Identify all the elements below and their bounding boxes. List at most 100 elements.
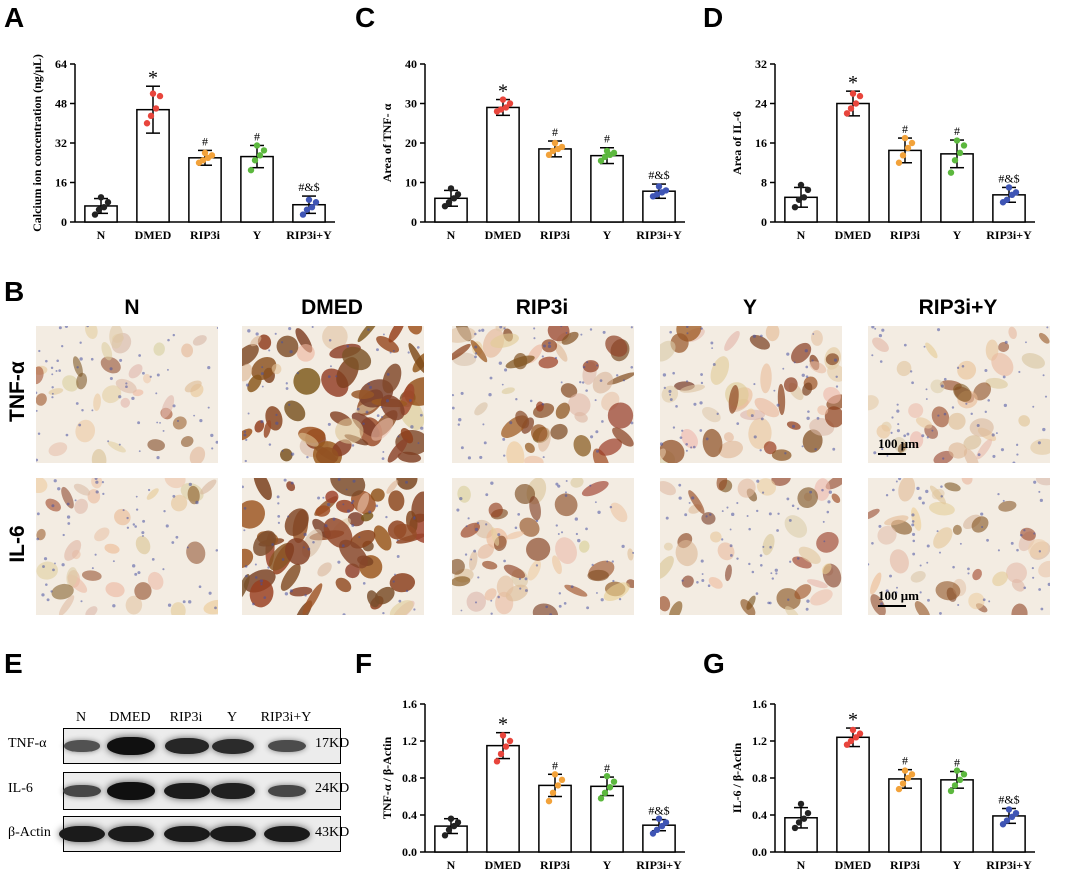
- nucleus: [215, 440, 218, 444]
- stain-region: [114, 508, 131, 526]
- nucleus: [762, 545, 765, 548]
- stain-region: [547, 326, 570, 342]
- y-tick-label: 20: [405, 136, 417, 150]
- stain-region: [386, 480, 399, 494]
- panel-letter-e: E: [4, 648, 23, 679]
- stain-region: [998, 342, 1010, 352]
- stain-region: [147, 439, 165, 452]
- nucleus: [216, 327, 218, 329]
- stain-region: [702, 428, 723, 458]
- bar: [538, 148, 572, 223]
- nucleus: [589, 484, 592, 487]
- nucleus: [678, 496, 682, 500]
- nucleus: [36, 537, 40, 541]
- nucleus: [346, 345, 350, 348]
- data-point: [454, 191, 462, 198]
- nucleus: [602, 330, 606, 334]
- significance-mark: #&$: [998, 171, 1019, 185]
- data-point: [551, 771, 559, 778]
- stain-region: [452, 576, 471, 587]
- nucleus: [517, 512, 521, 516]
- data-point: [662, 187, 670, 194]
- x-tick-label: N: [97, 228, 106, 242]
- nucleus: [547, 344, 552, 349]
- data-point: [303, 206, 311, 213]
- nucleus: [696, 581, 699, 584]
- nucleus: [478, 329, 481, 332]
- nucleus: [752, 334, 757, 338]
- stain-region: [506, 441, 525, 463]
- y-tick-label: 32: [55, 136, 67, 150]
- nucleus: [149, 375, 152, 378]
- nucleus: [252, 602, 255, 606]
- nucleus: [341, 544, 345, 548]
- data-point: [895, 785, 903, 793]
- nucleus: [805, 375, 809, 378]
- wb-band: [268, 740, 306, 752]
- nucleus: [980, 512, 984, 516]
- nucleus: [416, 346, 420, 349]
- stain-region: [821, 563, 832, 575]
- stain-region: [181, 343, 194, 358]
- stain-region: [36, 393, 47, 406]
- stain-region: [561, 331, 579, 345]
- significance-mark: #: [902, 122, 908, 136]
- stain-region: [1018, 415, 1031, 427]
- data-point: [445, 199, 453, 206]
- nucleus: [751, 570, 755, 574]
- y-tick-label: 24: [755, 97, 767, 111]
- nucleus: [679, 436, 683, 440]
- stain-region: [948, 412, 966, 430]
- nucleus: [835, 375, 838, 378]
- stain-region: [897, 442, 907, 453]
- nucleus: [61, 563, 65, 567]
- nucleus: [1012, 461, 1016, 463]
- nucleus: [776, 529, 779, 532]
- nucleus: [1047, 582, 1050, 586]
- x-tick-label: RIP3i+Y: [986, 858, 1032, 872]
- nucleus: [460, 446, 464, 450]
- nucleus: [138, 450, 141, 453]
- ihc-tissue: [868, 478, 1050, 615]
- stain-region: [809, 361, 827, 374]
- nucleus: [263, 596, 267, 599]
- nucleus: [405, 589, 409, 593]
- x-tick-label: DMED: [485, 228, 522, 242]
- wb-label-tnf: TNF-α: [8, 736, 47, 751]
- stain-region: [250, 335, 262, 347]
- nucleus: [560, 381, 563, 384]
- nucleus: [37, 432, 41, 435]
- nucleus: [41, 593, 45, 597]
- stain-region: [289, 586, 313, 597]
- nucleus: [889, 574, 892, 578]
- nucleus: [926, 436, 929, 439]
- stain-region: [254, 420, 265, 433]
- nucleus: [688, 501, 691, 504]
- stain-region: [806, 579, 828, 589]
- nucleus: [535, 519, 539, 523]
- ihc-micrograph: [868, 326, 1050, 463]
- nucleus: [43, 557, 48, 561]
- nucleus: [663, 386, 666, 390]
- nucleus: [686, 332, 689, 335]
- wb-strip-il6: [62, 772, 341, 810]
- stain-region: [668, 601, 683, 615]
- nucleus: [827, 500, 831, 504]
- wb-kd-tnf: 17KD: [315, 736, 350, 751]
- y-tick-label: 16: [55, 176, 67, 190]
- wb-band: [267, 784, 307, 798]
- data-point: [1003, 817, 1011, 824]
- nucleus: [665, 516, 669, 520]
- nucleus: [132, 523, 136, 526]
- nucleus: [951, 406, 955, 409]
- stain-region: [825, 353, 839, 366]
- wb-band: [210, 825, 256, 843]
- nucleus: [927, 598, 930, 602]
- nucleus: [563, 602, 567, 605]
- y-tick-label: 1.2: [752, 734, 767, 748]
- y-tick-label: 0.4: [402, 808, 417, 822]
- data-point: [597, 795, 605, 802]
- stain-region: [350, 529, 376, 549]
- nucleus: [564, 491, 567, 494]
- ihc-tissue: [868, 326, 1050, 463]
